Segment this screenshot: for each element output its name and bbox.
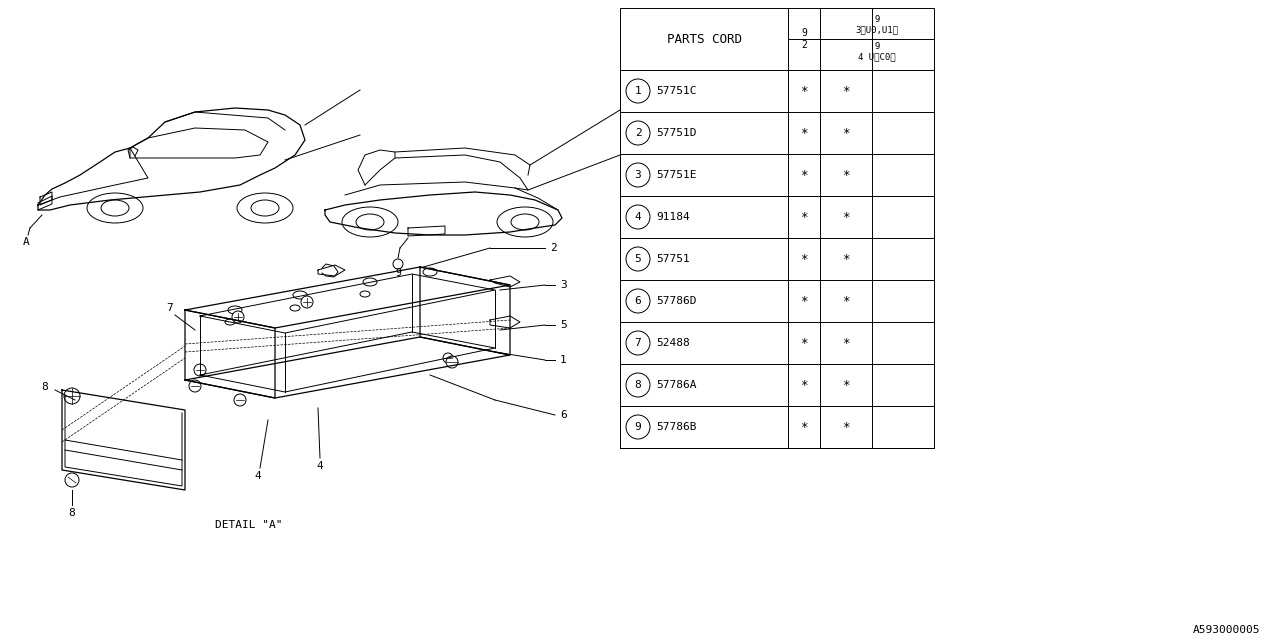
Ellipse shape <box>237 193 293 223</box>
Text: *: * <box>842 84 850 97</box>
Ellipse shape <box>393 259 403 269</box>
Circle shape <box>626 121 650 145</box>
Circle shape <box>626 373 650 397</box>
Text: 57751E: 57751E <box>657 170 696 180</box>
Text: 4: 4 <box>255 471 261 481</box>
Bar <box>620 8 934 448</box>
Text: *: * <box>800 84 808 97</box>
Circle shape <box>626 289 650 313</box>
Text: 2: 2 <box>550 243 557 253</box>
Circle shape <box>626 331 650 355</box>
Ellipse shape <box>189 380 201 392</box>
Text: *: * <box>842 127 850 140</box>
Text: 8: 8 <box>635 380 641 390</box>
Text: 5: 5 <box>561 320 567 330</box>
Text: 57786A: 57786A <box>657 380 696 390</box>
Text: 5: 5 <box>635 254 641 264</box>
Text: *: * <box>842 168 850 182</box>
Text: *: * <box>800 253 808 266</box>
Text: 6: 6 <box>561 410 567 420</box>
Text: *: * <box>842 211 850 223</box>
Text: 8: 8 <box>41 382 49 392</box>
Ellipse shape <box>443 353 453 363</box>
Text: *: * <box>800 294 808 307</box>
Text: *: * <box>842 420 850 433</box>
Text: 57751C: 57751C <box>657 86 696 96</box>
Ellipse shape <box>342 207 398 237</box>
Text: 9
3〈U0,U1〉: 9 3〈U0,U1〉 <box>855 15 899 35</box>
Text: 4: 4 <box>635 212 641 222</box>
Text: *: * <box>800 127 808 140</box>
Text: 3: 3 <box>635 170 641 180</box>
Text: 9: 9 <box>635 422 641 432</box>
Ellipse shape <box>497 207 553 237</box>
Ellipse shape <box>64 388 81 404</box>
Ellipse shape <box>511 214 539 230</box>
Text: 9
2: 9 2 <box>801 28 806 50</box>
Text: *: * <box>800 168 808 182</box>
Circle shape <box>626 415 650 439</box>
Ellipse shape <box>356 214 384 230</box>
Text: 2: 2 <box>635 128 641 138</box>
Text: DETAIL "A": DETAIL "A" <box>215 520 283 530</box>
Text: 1: 1 <box>561 355 567 365</box>
Text: 52488: 52488 <box>657 338 690 348</box>
Text: *: * <box>842 337 850 349</box>
Ellipse shape <box>228 306 242 314</box>
Text: 91184: 91184 <box>657 212 690 222</box>
Ellipse shape <box>225 319 236 325</box>
Text: 57786D: 57786D <box>657 296 696 306</box>
Circle shape <box>626 205 650 229</box>
Circle shape <box>626 247 650 271</box>
Text: 9
4 U〈C0〉: 9 4 U〈C0〉 <box>858 42 896 61</box>
Text: A593000005: A593000005 <box>1193 625 1260 635</box>
Text: *: * <box>842 253 850 266</box>
Ellipse shape <box>251 200 279 216</box>
Text: 8: 8 <box>69 508 76 518</box>
Ellipse shape <box>232 311 244 323</box>
Ellipse shape <box>234 394 246 406</box>
Text: 4: 4 <box>316 461 324 471</box>
Text: *: * <box>842 378 850 392</box>
Text: *: * <box>800 211 808 223</box>
Text: *: * <box>800 337 808 349</box>
Ellipse shape <box>293 291 307 299</box>
Text: 7: 7 <box>166 303 173 313</box>
Text: *: * <box>842 294 850 307</box>
Text: 6: 6 <box>635 296 641 306</box>
Text: 57786B: 57786B <box>657 422 696 432</box>
Text: A: A <box>23 237 29 247</box>
Ellipse shape <box>291 305 300 311</box>
Ellipse shape <box>87 193 143 223</box>
Text: 57751: 57751 <box>657 254 690 264</box>
Text: 1: 1 <box>635 86 641 96</box>
Text: *: * <box>800 378 808 392</box>
Ellipse shape <box>195 364 206 376</box>
Text: 9: 9 <box>396 268 401 278</box>
Text: 3: 3 <box>561 280 567 290</box>
Text: PARTS CORD: PARTS CORD <box>667 33 741 45</box>
Ellipse shape <box>101 200 129 216</box>
Text: *: * <box>800 420 808 433</box>
Ellipse shape <box>360 291 370 297</box>
Ellipse shape <box>65 473 79 487</box>
Circle shape <box>626 163 650 187</box>
Ellipse shape <box>445 356 458 368</box>
Circle shape <box>626 79 650 103</box>
Text: 7: 7 <box>635 338 641 348</box>
Text: 57751D: 57751D <box>657 128 696 138</box>
Ellipse shape <box>422 268 436 276</box>
Ellipse shape <box>301 296 314 308</box>
Ellipse shape <box>364 278 378 286</box>
